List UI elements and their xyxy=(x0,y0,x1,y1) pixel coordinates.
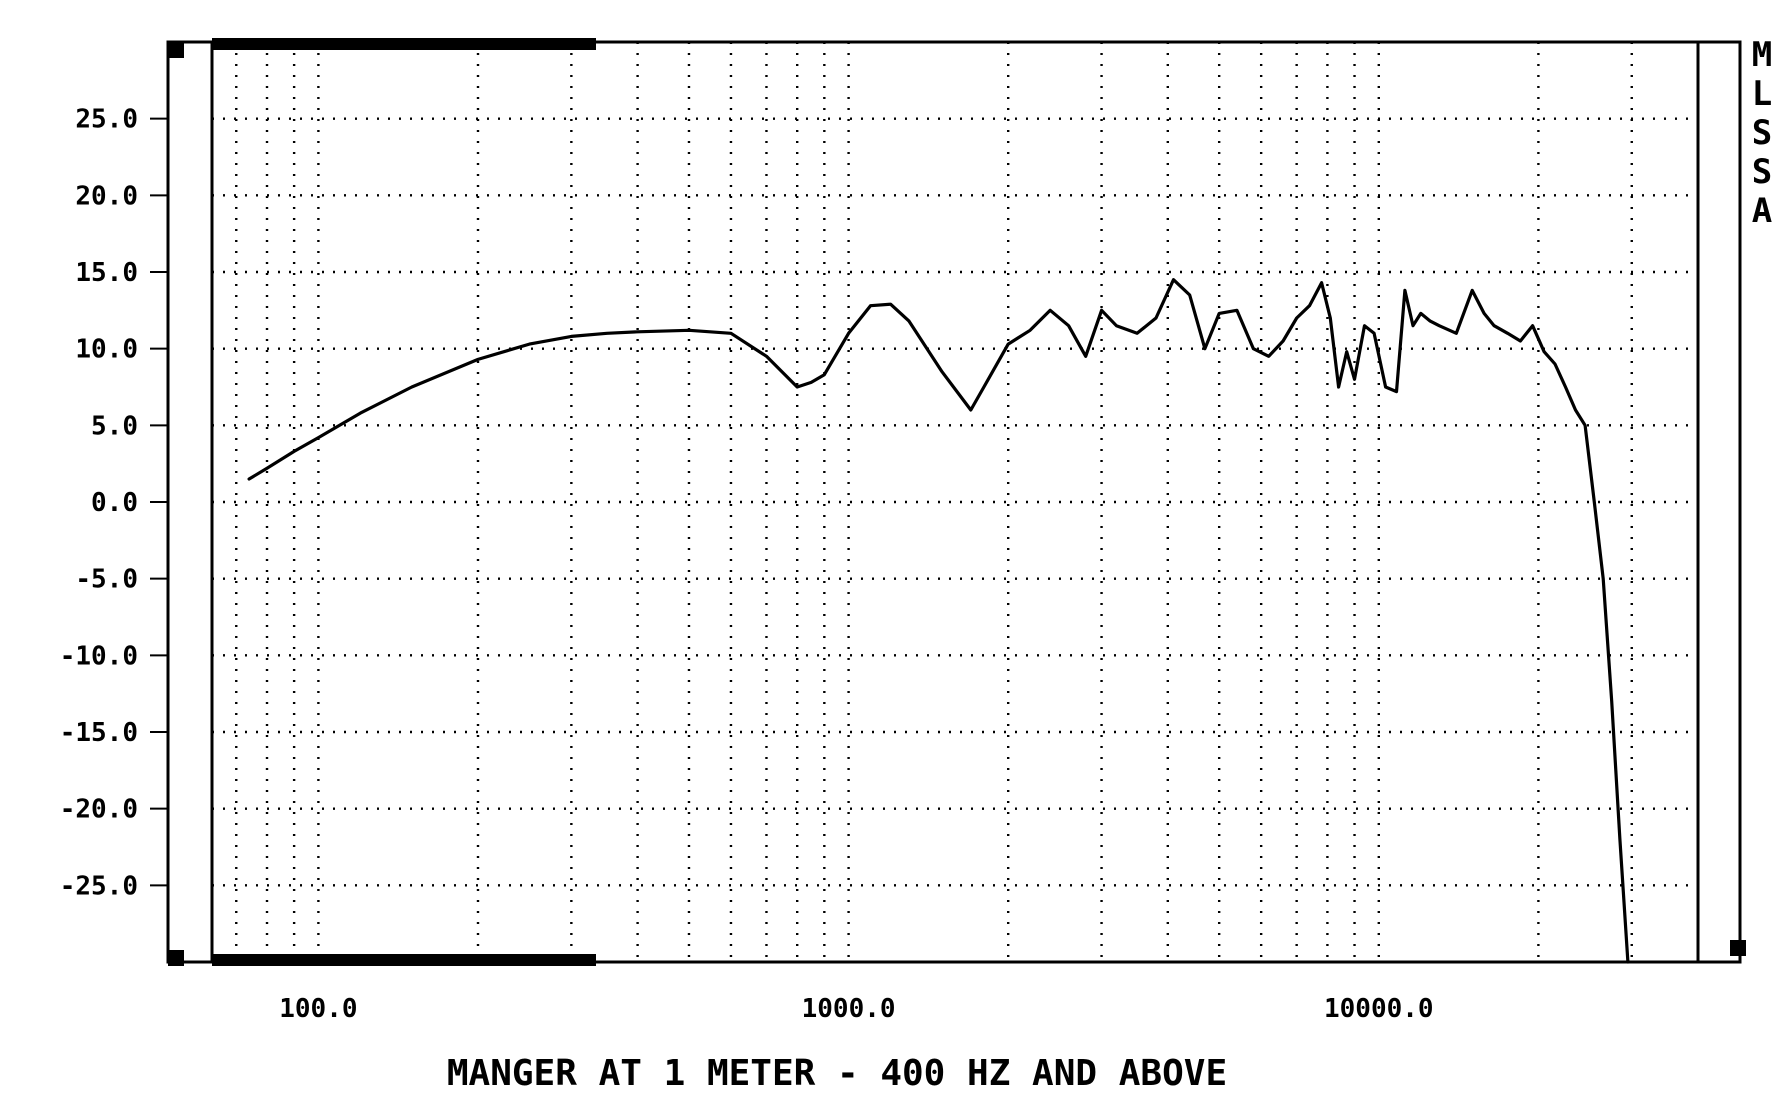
side-label-letter: S xyxy=(1752,113,1772,153)
side-label-letter: M xyxy=(1752,35,1772,75)
plot-frame xyxy=(166,38,1746,966)
series-layer xyxy=(247,278,1630,964)
corner-marker xyxy=(168,950,184,966)
y-tick-label: 0.0 xyxy=(91,488,138,518)
y-tick-label: 5.0 xyxy=(91,411,138,441)
side-label-letter: L xyxy=(1752,74,1772,114)
y-tick-label: 15.0 xyxy=(75,258,138,288)
y-tick-label: 20.0 xyxy=(75,181,138,211)
y-tick-label: -25.0 xyxy=(60,871,138,901)
y-tick-label: 10.0 xyxy=(75,335,138,365)
x-tick-label: 100.0 xyxy=(279,994,357,1024)
plot-border xyxy=(166,40,1742,964)
series-line xyxy=(247,278,1630,964)
y-tick-label: -20.0 xyxy=(60,795,138,825)
y-tick-label: -5.0 xyxy=(75,565,138,595)
corner-marker xyxy=(1730,940,1746,956)
top-marker-bar xyxy=(212,38,596,50)
x-tick-labels: 100.0 1000.0 10000.0 xyxy=(279,994,1433,1024)
y-tick-labels: 25.0 20.0 15.0 10.0 5.0 0.0 -5.0 -10.0 -15.0 -20.… xyxy=(60,105,168,901)
corner-marker xyxy=(168,42,184,58)
bottom-marker-bar xyxy=(212,954,596,966)
grid-layer xyxy=(212,42,1698,962)
chart-title: MANGER AT 1 METER - 400 HZ AND ABOVE xyxy=(447,1053,1227,1094)
y-tick-label: 25.0 xyxy=(75,105,138,135)
side-label-letter: S xyxy=(1752,152,1772,192)
x-tick-label: 10000.0 xyxy=(1324,994,1434,1024)
y-tick-label: -10.0 xyxy=(60,641,138,671)
y-tick-label: -15.0 xyxy=(60,718,138,748)
side-label-letter: A xyxy=(1752,191,1772,231)
x-tick-label: 1000.0 xyxy=(802,994,896,1024)
